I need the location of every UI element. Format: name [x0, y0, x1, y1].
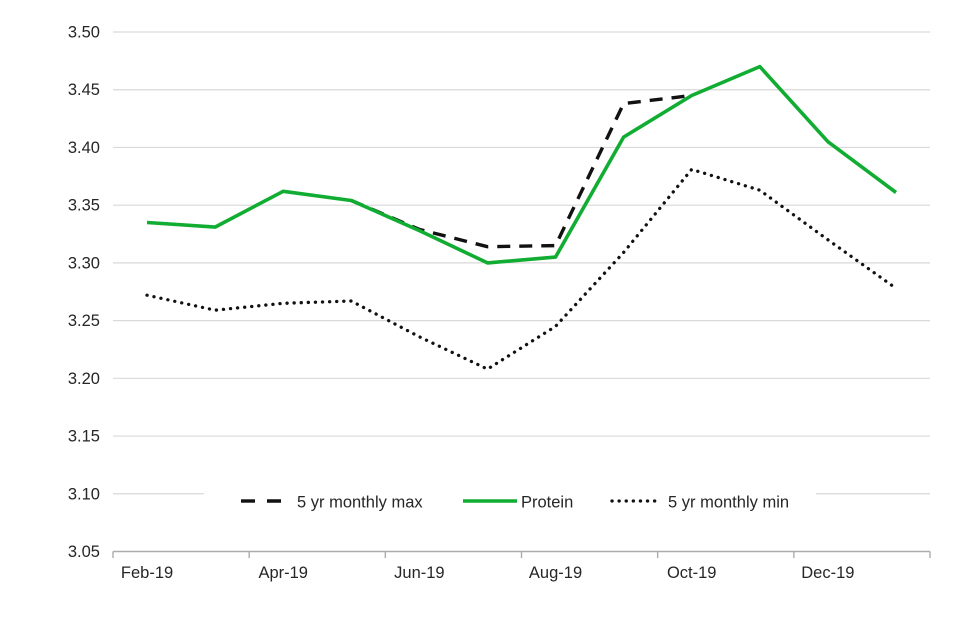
y-axis-tick-label: 3.15	[68, 428, 100, 446]
y-axis-tick-label: 3.25	[68, 312, 100, 330]
series-line-protein	[146, 64, 898, 265]
y-axis-tick-label: 3.05	[68, 543, 100, 561]
legend-label-protein: Protein	[521, 494, 573, 512]
y-axis-tick-label: 3.35	[68, 197, 100, 215]
x-axis-tick-label: Apr-19	[258, 564, 308, 582]
y-axis-tick-label: 3.40	[68, 139, 100, 157]
y-axis-tick-label: 3.30	[68, 254, 100, 272]
x-axis-tick-label: Oct-19	[667, 564, 717, 582]
y-axis-tick-label: 3.50	[68, 24, 100, 42]
y-axis-tick-label: 3.45	[68, 81, 100, 99]
x-axis-tick-label: Jun-19	[394, 564, 444, 582]
x-axis-tick-label: Dec-19	[801, 564, 854, 582]
series-line-5-yr-monthly-max	[350, 93, 692, 249]
legend-label-5-yr-monthly-min: 5 yr monthly min	[668, 494, 789, 512]
legend-background	[204, 482, 816, 514]
y-axis-tick-label: 3.20	[68, 370, 100, 388]
x-axis-tick-label: Feb-19	[121, 564, 173, 582]
y-axis-tick-label: 3.10	[68, 485, 100, 503]
series-line-5-yr-monthly-min	[145, 167, 898, 371]
legend-label-5-yr-monthly-max: 5 yr monthly max	[297, 494, 423, 512]
x-axis-tick-label: Aug-19	[529, 564, 582, 582]
